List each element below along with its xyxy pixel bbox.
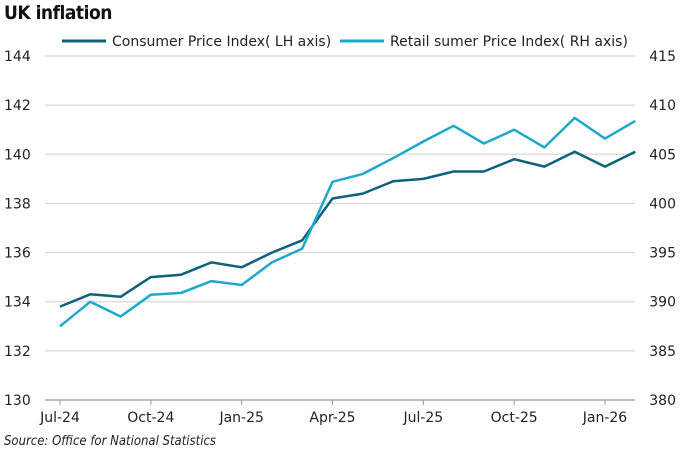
legend-label: Retail sumer Price Index( RH axis)	[390, 34, 628, 50]
x-tick-label: Jul-25	[402, 410, 443, 426]
x-tick-label: Jul-24	[39, 410, 80, 426]
y-right-tick-label: 395	[649, 246, 676, 262]
y-right-tick-label: 380	[649, 393, 676, 409]
chart-title: UK inflation	[4, 2, 112, 24]
y-right-tick-label: 410	[649, 98, 676, 114]
y-right-tick-label: 385	[649, 344, 676, 360]
y-right-tick-label: 405	[649, 147, 676, 163]
y-right-tick-label: 415	[649, 49, 676, 65]
x-tick-label: Apr-25	[309, 410, 355, 426]
y-right-tick-label: 390	[649, 295, 676, 311]
x-tick-label: Oct-24	[127, 410, 174, 426]
legend-label: Consumer Price Index( LH axis)	[112, 34, 331, 50]
y-left-tick-label: 134	[4, 295, 31, 311]
y-left-tick-label: 130	[4, 393, 31, 409]
series-line-2	[59, 116, 636, 328]
y-right-tick-label: 400	[649, 196, 676, 212]
y-left-tick-label: 142	[4, 98, 31, 114]
y-left-tick-label: 136	[4, 246, 31, 262]
x-tick-label: Oct-25	[491, 410, 538, 426]
x-tick-label: Jan-26	[582, 410, 628, 426]
source-note: Source: Office for National Statistics	[4, 434, 217, 449]
y-left-tick-label: 138	[4, 196, 31, 212]
y-left-tick-label: 144	[4, 49, 31, 65]
y-left-tick-label: 140	[4, 147, 31, 163]
x-tick-label: Jan-25	[218, 410, 263, 426]
series-line-1	[59, 150, 636, 308]
y-left-tick-label: 132	[4, 344, 31, 360]
